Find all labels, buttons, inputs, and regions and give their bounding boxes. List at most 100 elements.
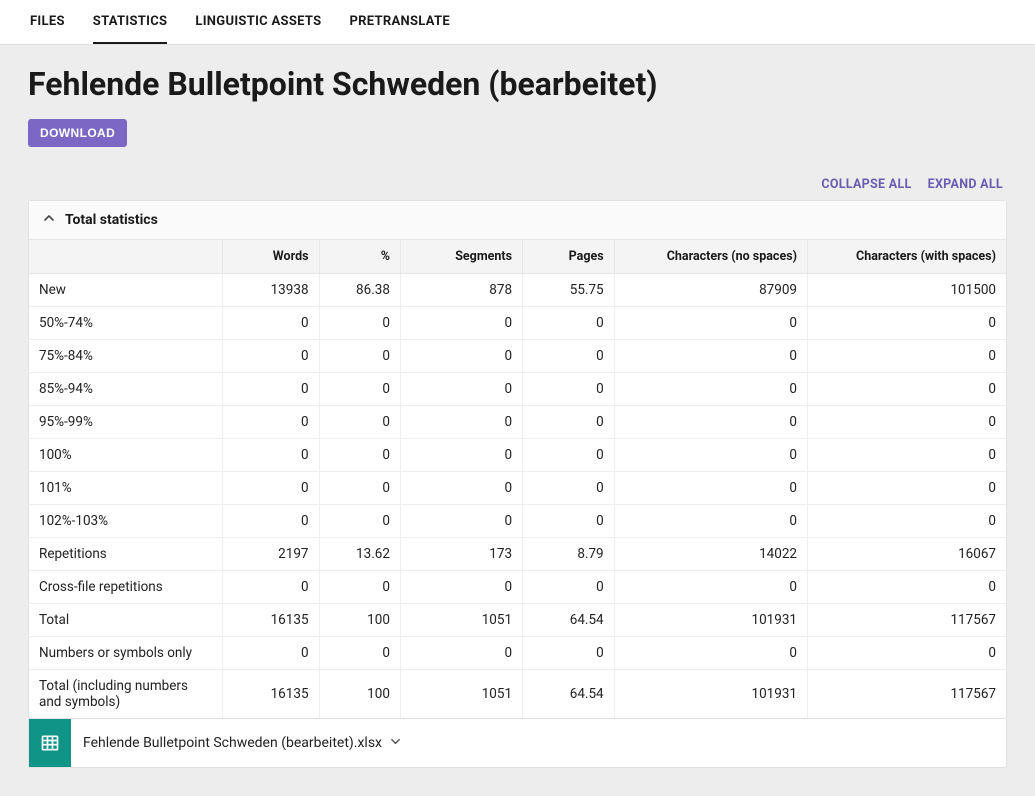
- row-value: 1051: [400, 604, 522, 637]
- column-header: Pages: [523, 240, 615, 274]
- row-value: 101931: [614, 670, 807, 719]
- row-value: 0: [400, 340, 522, 373]
- row-value: 0: [400, 505, 522, 538]
- row-value: 0: [808, 307, 1006, 340]
- table-row: Numbers or symbols only000000: [29, 637, 1006, 670]
- row-value: 0: [523, 439, 615, 472]
- collapse-all-button[interactable]: COLLAPSE ALL: [821, 177, 911, 192]
- file-row[interactable]: Fehlende Bulletpoint Schweden (bearbeite…: [28, 719, 1007, 768]
- tab-linguistic-assets[interactable]: LINGUISTIC ASSETS: [195, 0, 321, 44]
- row-value: 0: [319, 637, 400, 670]
- panel-header[interactable]: Total statistics: [29, 201, 1006, 240]
- chevron-up-icon: [43, 212, 55, 228]
- row-value: 0: [523, 406, 615, 439]
- panel-title: Total statistics: [65, 212, 158, 228]
- row-label: 50%-74%: [29, 307, 222, 340]
- row-value: 0: [319, 505, 400, 538]
- row-value: 0: [614, 571, 807, 604]
- row-value: 100: [319, 670, 400, 719]
- row-value: 55.75: [523, 274, 615, 307]
- column-header: [29, 240, 222, 274]
- row-value: 0: [222, 637, 319, 670]
- row-value: 0: [400, 439, 522, 472]
- row-label: 101%: [29, 472, 222, 505]
- table-row: Total (including numbers and symbols)161…: [29, 670, 1006, 719]
- row-label: Numbers or symbols only: [29, 637, 222, 670]
- row-value: 0: [614, 340, 807, 373]
- row-value: 0: [319, 373, 400, 406]
- column-header: Segments: [400, 240, 522, 274]
- row-value: 0: [400, 307, 522, 340]
- download-button[interactable]: DOWNLOAD: [28, 119, 127, 147]
- row-label: Total (including numbers and symbols): [29, 670, 222, 719]
- total-statistics-panel: Total statistics Words%SegmentsPagesChar…: [28, 200, 1007, 719]
- row-value: 86.38: [319, 274, 400, 307]
- tab-files[interactable]: FILES: [30, 0, 65, 44]
- tab-statistics[interactable]: STATISTICS: [93, 0, 168, 44]
- row-label: 95%-99%: [29, 406, 222, 439]
- row-value: 0: [400, 637, 522, 670]
- row-value: 0: [614, 505, 807, 538]
- row-value: 101931: [614, 604, 807, 637]
- table-row: Repetitions219713.621738.791402216067: [29, 538, 1006, 571]
- table-row: 101%000000: [29, 472, 1006, 505]
- table-row: Total16135100105164.54101931117567: [29, 604, 1006, 637]
- row-value: 0: [808, 571, 1006, 604]
- panel-toolbar: COLLAPSE ALL EXPAND ALL: [28, 177, 1007, 192]
- row-value: 0: [319, 472, 400, 505]
- column-header: %: [319, 240, 400, 274]
- row-value: 0: [523, 340, 615, 373]
- row-value: 0: [523, 307, 615, 340]
- row-value: 0: [400, 571, 522, 604]
- row-value: 0: [523, 505, 615, 538]
- row-value: 0: [808, 406, 1006, 439]
- tabs-bar: FILES STATISTICS LINGUISTIC ASSETS PRETRANS…: [0, 0, 1035, 45]
- row-value: 1051: [400, 670, 522, 719]
- row-value: 0: [614, 406, 807, 439]
- content-area: Fehlende Bulletpoint Schweden (bearbeite…: [0, 45, 1035, 796]
- row-value: 13.62: [319, 538, 400, 571]
- row-value: 0: [614, 307, 807, 340]
- row-label: 85%-94%: [29, 373, 222, 406]
- row-value: 0: [222, 373, 319, 406]
- row-label: 102%-103%: [29, 505, 222, 538]
- row-value: 0: [614, 373, 807, 406]
- row-value: 87909: [614, 274, 807, 307]
- expand-all-button[interactable]: EXPAND ALL: [928, 177, 1003, 192]
- row-value: 0: [319, 406, 400, 439]
- file-name: Fehlende Bulletpoint Schweden (bearbeite…: [71, 735, 413, 751]
- row-value: 0: [222, 307, 319, 340]
- row-value: 0: [808, 637, 1006, 670]
- row-value: 8.79: [523, 538, 615, 571]
- row-value: 0: [222, 472, 319, 505]
- row-value: 0: [808, 439, 1006, 472]
- row-label: New: [29, 274, 222, 307]
- row-value: 0: [400, 373, 522, 406]
- row-value: 16135: [222, 670, 319, 719]
- row-value: 117567: [808, 604, 1006, 637]
- table-row: 50%-74%000000: [29, 307, 1006, 340]
- row-value: 16135: [222, 604, 319, 637]
- row-value: 64.54: [523, 670, 615, 719]
- row-value: 0: [808, 505, 1006, 538]
- page-title: Fehlende Bulletpoint Schweden (bearbeite…: [28, 65, 1007, 103]
- row-value: 0: [614, 472, 807, 505]
- tab-pretranslate[interactable]: PRETRANSLATE: [349, 0, 450, 44]
- file-name-label: Fehlende Bulletpoint Schweden (bearbeite…: [83, 735, 382, 751]
- statistics-table: Words%SegmentsPagesCharacters (no spaces…: [29, 240, 1006, 718]
- row-label: 75%-84%: [29, 340, 222, 373]
- row-value: 0: [222, 439, 319, 472]
- row-value: 173: [400, 538, 522, 571]
- column-header: Characters (no spaces): [614, 240, 807, 274]
- row-value: 0: [319, 439, 400, 472]
- table-row: 102%-103%000000: [29, 505, 1006, 538]
- row-label: 100%: [29, 439, 222, 472]
- row-value: 100: [319, 604, 400, 637]
- chevron-down-icon[interactable]: [390, 736, 401, 750]
- row-value: 0: [808, 340, 1006, 373]
- row-value: 0: [222, 505, 319, 538]
- row-value: 0: [222, 571, 319, 604]
- row-label: Cross-file repetitions: [29, 571, 222, 604]
- table-row: 85%-94%000000: [29, 373, 1006, 406]
- row-value: 2197: [222, 538, 319, 571]
